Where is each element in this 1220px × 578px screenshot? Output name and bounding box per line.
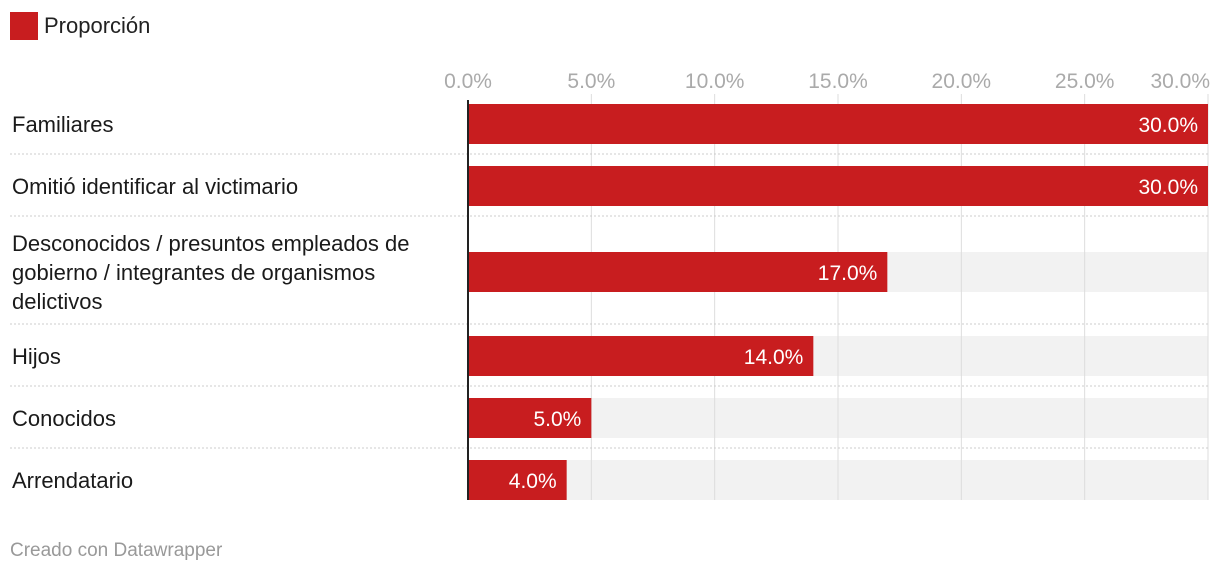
bar-1 [468,166,1208,206]
chart-credit: Creado con Datawrapper [10,540,223,561]
x-tick-label-0: 0.0% [444,70,492,93]
bar-3 [468,336,814,376]
chart-legend: Proporción [10,12,150,40]
category-label-3: Hijos [12,344,61,369]
category-label-5: Arrendatario [12,468,133,493]
bar-5 [468,460,567,500]
legend-swatch [10,12,38,40]
bar-4 [468,398,592,438]
category-label-4: Conocidos [12,406,116,431]
bar-value-label-2: 17.0% [818,262,878,285]
legend-label: Proporción [44,13,151,38]
category-label-0: Familiares [12,112,113,137]
bar-value-label-4: 5.0% [533,408,581,431]
bar-chart: 0.0% 5.0% 10.0% 15.0% 20.0% 25.0% 30.0% 30.0% Fa… [10,70,1210,500]
bar-value-label-5: 4.0% [509,470,557,493]
category-label-1: Omitió identificar al victimario [12,174,298,199]
bar-value-label-0: 30.0% [1138,114,1198,137]
bar-0 [468,104,1208,144]
bar-value-label-3: 14.0% [744,346,804,369]
x-tick-label-1: 5.0% [567,70,615,93]
x-tick-label-2: 10.0% [685,70,745,93]
x-tick-label-3: 15.0% [808,70,868,93]
category-label-2: Desconocidos / presuntos empleados de gob… [12,231,409,314]
bar-value-label-1: 30.0% [1138,176,1198,199]
x-tick-label-5: 25.0% [1055,70,1115,93]
x-tick-label-4: 20.0% [932,70,992,93]
bar-2 [468,252,888,292]
x-tick-label-6: 30.0% [1150,70,1210,93]
